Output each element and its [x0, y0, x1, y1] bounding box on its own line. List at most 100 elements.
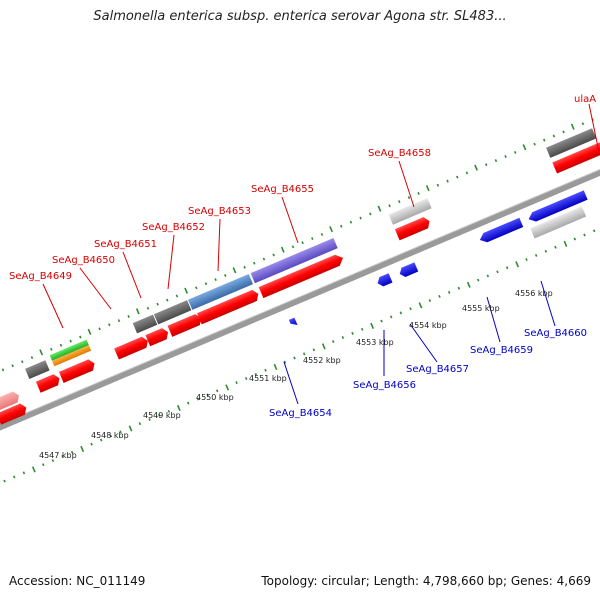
gene-arrow-red	[394, 217, 430, 241]
minor-tick	[369, 212, 372, 216]
major-tick	[135, 308, 140, 315]
minor-tick	[562, 130, 565, 134]
minor-tick	[224, 274, 227, 277]
label-SeAg_B4650: SeAg_B4650	[52, 255, 115, 266]
minor-tick	[204, 282, 208, 286]
minor-tick	[417, 191, 420, 195]
minor-tick	[552, 134, 556, 138]
minor-tick	[146, 306, 150, 310]
major-tick	[280, 246, 285, 253]
minor-tick	[283, 360, 287, 364]
scale-label: 4555 kbp	[462, 304, 500, 313]
minor-tick	[254, 372, 258, 376]
gene-arrow-red	[258, 254, 343, 299]
minor-tick	[262, 257, 266, 261]
label-SeAg_B4659: SeAg_B4659	[470, 345, 533, 356]
minor-tick	[11, 364, 14, 368]
minor-tick	[108, 323, 111, 327]
major-tick	[176, 404, 181, 411]
gene-arrow-red	[145, 328, 169, 347]
minor-tick	[465, 171, 469, 175]
reverse-labels: SeAg_B4654 SeAg_B4656 SeAg_B4657 SeAg_B4…	[269, 280, 587, 419]
minor-tick	[127, 315, 130, 318]
scale-label: 4552 kbp	[303, 356, 341, 365]
minor-tick	[320, 233, 324, 236]
major-tick	[273, 363, 278, 370]
major-tick	[418, 302, 423, 309]
major-tick	[39, 349, 44, 356]
gene-arrow-blue	[288, 317, 298, 325]
label-ulaA: ulaA	[574, 94, 596, 105]
label-SeAg_B4649: SeAg_B4649	[9, 271, 72, 282]
scale-label: 4554 kbp	[409, 321, 447, 330]
major-tick	[474, 164, 479, 171]
minor-tick	[90, 442, 93, 446]
label-SeAg_B4660: SeAg_B4660	[524, 328, 587, 339]
feature-gray-3	[153, 300, 192, 325]
label-SeAg_B4654: SeAg_B4654	[269, 408, 332, 419]
minor-tick	[42, 463, 45, 467]
minor-tick	[175, 294, 179, 298]
major-tick	[377, 205, 382, 212]
minor-tick	[359, 216, 362, 220]
feature-steel-blue	[187, 273, 254, 310]
minor-tick	[360, 327, 364, 331]
minor-tick	[436, 183, 440, 187]
minor-tick	[206, 393, 209, 397]
accession-text: Accession: NC_011149	[9, 574, 146, 588]
gene-arrow-blue	[377, 273, 393, 287]
minor-tick	[504, 155, 507, 158]
forward-tick-row	[1, 118, 594, 372]
label-SeAg_B4652: SeAg_B4652	[142, 222, 205, 233]
minor-tick	[302, 352, 306, 356]
label-SeAg_B4655: SeAg_B4655	[251, 184, 314, 195]
label-SeAg_B4657: SeAg_B4657	[406, 364, 469, 375]
minor-tick	[51, 459, 55, 463]
minor-tick	[138, 422, 142, 426]
minor-tick	[486, 274, 490, 278]
major-tick	[87, 328, 92, 335]
scale-label: 4550 kbp	[196, 393, 234, 402]
minor-tick	[109, 434, 113, 438]
forward-labels: SeAg_B4649 SeAg_B4650 SeAg_B4651 SeAg_B4…	[9, 94, 600, 329]
minor-tick	[592, 229, 596, 233]
minor-tick	[244, 377, 248, 380]
gene-arrow-blue	[479, 217, 524, 243]
minor-tick	[13, 475, 16, 479]
scale-labels: 4547 kbp 4548 kbp 4549 kbp 4550 kbp 4551…	[39, 289, 553, 460]
major-tick	[425, 185, 430, 192]
gene-arrow-red	[0, 403, 27, 425]
major-tick	[80, 445, 85, 453]
minor-tick	[272, 253, 275, 257]
minor-tick	[340, 224, 343, 228]
minor-tick	[476, 278, 480, 282]
minor-tick	[156, 302, 159, 306]
minor-tick	[30, 356, 34, 360]
minor-tick	[525, 258, 528, 261]
minor-tick	[50, 347, 53, 351]
label-SeAg_B4658: SeAg_B4658	[368, 148, 431, 159]
minor-tick	[388, 204, 391, 208]
minor-tick	[61, 455, 64, 458]
feature-orange	[52, 345, 92, 367]
minor-tick	[293, 356, 296, 360]
minor-tick	[351, 331, 354, 335]
minor-tick	[301, 241, 304, 245]
minor-tick	[438, 294, 441, 298]
scale-label: 4556 kbp	[515, 289, 553, 298]
minor-tick	[514, 150, 517, 154]
minor-tick	[119, 430, 122, 434]
minor-tick	[428, 299, 432, 303]
scale-label: 4549 kbp	[143, 411, 181, 420]
minor-tick	[398, 200, 401, 204]
minor-tick	[215, 389, 219, 393]
minor-tick	[496, 270, 499, 274]
minor-tick	[312, 348, 316, 352]
minor-tick	[98, 327, 101, 331]
minor-tick	[69, 339, 72, 343]
scale-label: 4553 kbp	[356, 338, 394, 347]
gene-arrow-red	[197, 289, 259, 325]
gene-arrow-red	[167, 314, 202, 337]
gene-arrow-red	[552, 141, 600, 174]
feature-gray-2	[132, 314, 158, 334]
